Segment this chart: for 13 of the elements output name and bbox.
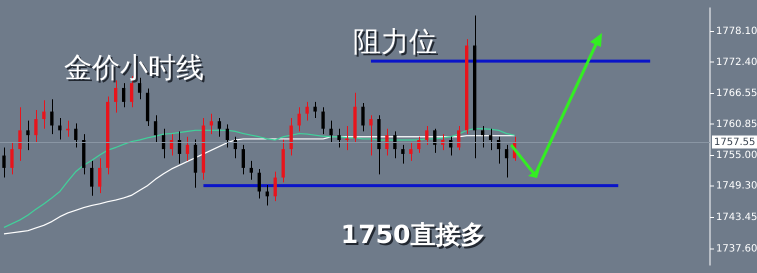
- y-tick-label: 1749.30: [716, 180, 757, 192]
- y-tick-label: 1766.55: [716, 88, 757, 100]
- y-tick-label: 1760.85: [716, 118, 757, 130]
- y-tick-label: 1755.00: [716, 150, 757, 162]
- annotation: 阻力位: [354, 27, 439, 60]
- candlestick: [66, 120, 70, 138]
- y-tick-label: 1737.60: [716, 244, 757, 254]
- text: 金价小时线: [66, 53, 206, 86]
- y-tick-label: 1778.10: [716, 26, 757, 38]
- ref-line-label: 1757.55: [714, 137, 756, 148]
- y-tick-label: 1743.45: [716, 212, 757, 224]
- annotation: 1750直接多: [342, 222, 488, 251]
- y-tick-label: 1772.40: [716, 56, 757, 68]
